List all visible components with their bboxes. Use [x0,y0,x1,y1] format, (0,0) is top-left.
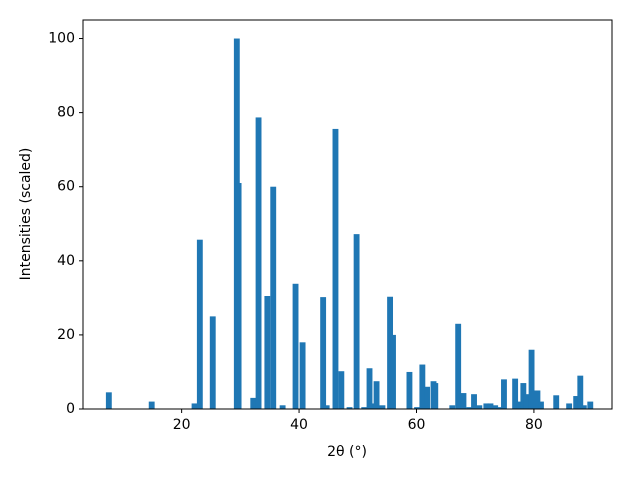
bar [566,403,573,409]
bar [320,297,327,409]
y-tick-label: 40 [57,253,75,269]
bar [471,394,477,409]
bar [466,407,473,409]
bar [534,390,541,409]
bar [323,405,330,409]
bar [292,283,299,409]
bar [492,405,499,409]
bar [523,394,530,409]
bar [235,183,242,409]
bar [587,401,594,409]
bar [209,316,216,409]
bar [191,403,198,409]
bar [255,117,262,409]
bar [366,368,373,409]
bar [580,405,587,409]
bar [368,403,375,409]
bar [483,403,490,409]
bar [196,239,203,409]
bar [553,395,560,409]
bar [460,393,467,409]
bar [432,383,439,409]
bar [379,405,386,409]
x-tick-label: 20 [173,417,191,433]
bar [361,407,368,409]
x-tick-label: 40 [290,417,308,433]
bar [487,403,494,409]
bar [516,401,523,409]
bar [332,128,339,410]
bar [338,371,345,409]
bar [419,364,426,409]
x-tick-label: 80 [525,417,543,433]
bar [496,407,503,409]
bar [390,334,396,409]
bar [105,392,112,409]
bar [148,401,155,409]
bar [501,379,507,409]
bar [512,378,519,409]
y-tick-label: 80 [57,105,75,121]
bar [373,381,380,409]
bar [346,407,353,409]
bar [449,405,456,409]
bar [406,371,413,409]
bar [424,386,430,409]
bar [250,397,257,409]
y-tick-label: 0 [66,401,75,417]
bar [573,396,580,409]
y-tick-label: 60 [57,179,75,195]
y-tick-label: 20 [57,327,75,343]
plot-frame [82,19,613,410]
bar [414,407,421,409]
bar [528,349,535,409]
x-axis-label: 2θ (°) [327,444,367,460]
bar [270,186,277,409]
y-tick-label: 100 [48,31,75,47]
bar [476,405,483,409]
x-tick-label: 60 [408,417,426,433]
y-axis-label: Intensities (scaled) [18,148,34,281]
bar [538,401,544,409]
bar [455,323,462,409]
bar [264,296,271,409]
bar [353,234,360,409]
bar [577,375,584,409]
bar [299,342,306,409]
bar [279,405,286,409]
